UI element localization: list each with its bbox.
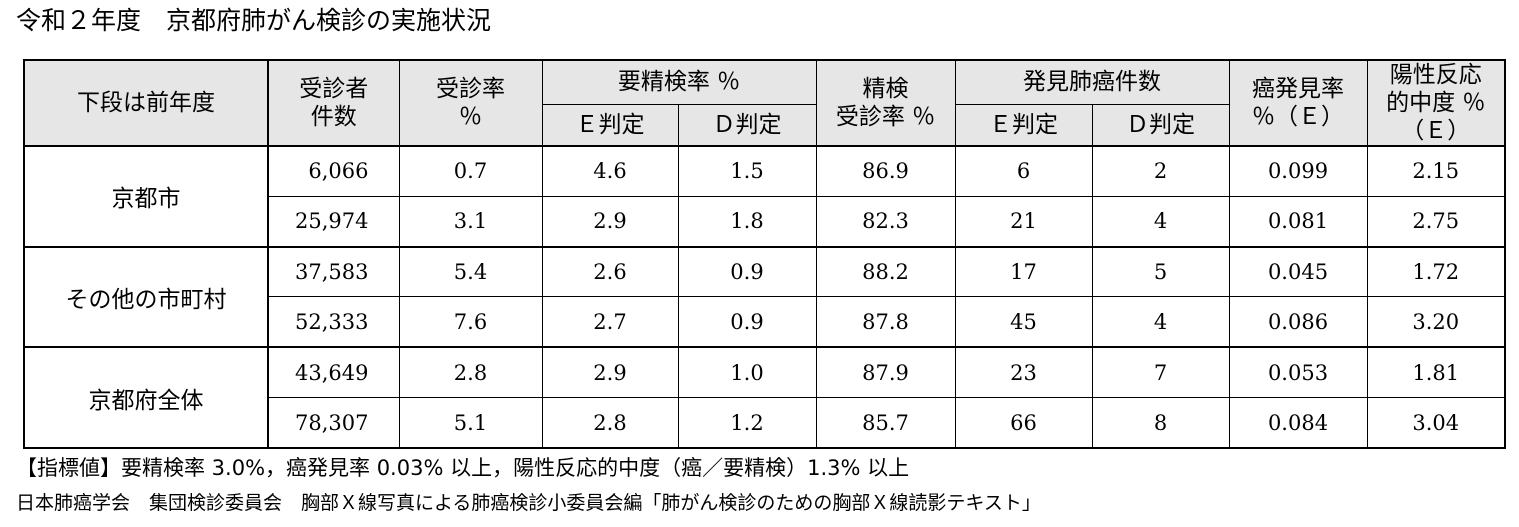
cell-followup-rate: 85.7 <box>815 397 956 449</box>
cell-followup-rate: 86.9 <box>815 145 956 197</box>
cell-detection-rate: 0.099 <box>1228 145 1368 197</box>
header-exam-count: 受診者 件数 <box>267 59 400 147</box>
group-label-kyoto-city: 京都市 <box>23 145 269 248</box>
header-cancer-count: 発見肺癌件数 <box>954 59 1230 105</box>
table-row: 京都市 6,066 0.7 4.6 1.5 86.9 6 2 0.099 2.1… <box>23 145 1506 248</box>
cell-detection-rate: 0.081 <box>1228 195 1368 248</box>
header-recall-e: Ｅ判定 <box>541 103 679 147</box>
corner-label: 下段は前年度 <box>23 59 269 147</box>
cell-detection-rate: 0.045 <box>1228 246 1368 298</box>
header-cancer-d: Ｄ判定 <box>1091 103 1230 147</box>
cell-recall-e: 2.9 <box>541 346 679 399</box>
cell-recall-e: 2.7 <box>541 296 679 349</box>
cell-recall-d: 0.9 <box>677 296 817 349</box>
cell-exam-count: 25,974 <box>267 195 400 248</box>
group-label-other-municipalities: その他の市町村 <box>23 246 269 349</box>
cell-ppv: 3.20 <box>1366 296 1506 349</box>
cell-exam-rate: 2.8 <box>398 346 543 399</box>
cell-exam-rate: 7.6 <box>398 296 543 349</box>
table-row: 78,307 5.1 2.8 1.2 85.7 66 8 0.084 3.04 <box>24 397 1506 449</box>
cell-cancer-e: 6 <box>954 145 1093 197</box>
cell-ppv: 1.81 <box>1366 346 1506 399</box>
cell-recall-e: 4.6 <box>541 145 679 197</box>
header-detection-rate-label: 癌発見率 ％（Ｅ） <box>1252 76 1344 130</box>
cell-detection-rate: 0.053 <box>1228 346 1368 399</box>
cell-recall-e: 2.8 <box>541 397 679 449</box>
cell-cancer-d: 4 <box>1091 296 1230 349</box>
cell-cancer-e: 23 <box>954 346 1093 399</box>
table-row: その他の市町村 37,583 5.4 2.6 0.9 88.2 17 5 0.0… <box>23 246 1506 349</box>
header-cancer-e: Ｅ判定 <box>954 103 1093 147</box>
cell-detection-rate: 0.086 <box>1228 296 1368 349</box>
cell-ppv: 2.15 <box>1366 145 1506 197</box>
cell-ppv: 3.04 <box>1366 397 1506 449</box>
cell-cancer-e: 66 <box>954 397 1093 449</box>
cell-recall-d: 0.9 <box>677 246 817 298</box>
cell-exam-rate: 0.7 <box>398 145 543 197</box>
cell-cancer-d: 8 <box>1091 397 1230 449</box>
indicator-note: 【指標値】要精検率 3.0%，癌発見率 0.03% 以上，陽性反応的中度（癌／要… <box>16 456 910 480</box>
cell-exam-count: 43,649 <box>267 346 400 399</box>
cell-exam-rate: 5.1 <box>398 397 543 449</box>
cell-followup-rate: 87.8 <box>815 296 956 349</box>
cell-followup-rate: 87.9 <box>815 346 956 399</box>
table-row: 京都府全体 43,649 2.8 2.9 1.0 87.9 23 7 0.053… <box>23 346 1506 449</box>
header-followup-rate: 精検 受診率 ％ <box>815 59 956 147</box>
header-recall-d: Ｄ判定 <box>677 103 817 147</box>
header-followup-rate-label: 精検 受診率 ％ <box>835 76 936 130</box>
cell-recall-d: 1.2 <box>677 397 817 449</box>
table-row: 25,974 3.1 2.9 1.8 82.3 21 4 0.081 2.75 <box>24 195 1506 248</box>
cell-detection-rate: 0.084 <box>1228 397 1368 449</box>
cell-ppv: 1.72 <box>1366 246 1506 298</box>
cell-cancer-d: 2 <box>1091 145 1230 197</box>
header-exam-rate-label: 受診率 ％ <box>436 76 505 130</box>
cell-recall-e: 2.9 <box>541 195 679 248</box>
cell-exam-count: 78,307 <box>267 397 400 449</box>
cell-cancer-e: 21 <box>954 195 1093 248</box>
cell-exam-count: 37,583 <box>267 246 400 298</box>
cell-ppv: 2.75 <box>1366 195 1506 248</box>
source-note: 日本肺癌学会 集団検診委員会 胸部Ｘ線写真による肺癌検診小委員会編「肺がん検診の… <box>16 492 1041 514</box>
cell-recall-d: 1.0 <box>677 346 817 399</box>
cell-cancer-e: 45 <box>954 296 1093 349</box>
cell-followup-rate: 88.2 <box>815 246 956 298</box>
cell-exam-count: 6,066 <box>267 145 400 197</box>
header-exam-count-label: 受診者 件数 <box>299 76 369 130</box>
cell-recall-d: 1.5 <box>677 145 817 197</box>
header-detection-rate: 癌発見率 ％（Ｅ） <box>1228 59 1368 147</box>
cell-cancer-d: 5 <box>1091 246 1230 298</box>
header-exam-rate: 受診率 ％ <box>398 59 543 147</box>
cell-followup-rate: 82.3 <box>815 195 956 248</box>
cell-exam-rate: 5.4 <box>398 246 543 298</box>
cell-cancer-d: 7 <box>1091 346 1230 399</box>
cell-exam-rate: 3.1 <box>398 195 543 248</box>
header-ppv-label: 陽性反応 的中度 ％ （Ｅ） <box>1386 62 1486 144</box>
cell-exam-count: 52,333 <box>267 296 400 349</box>
group-label-kyoto-prefecture: 京都府全体 <box>23 346 269 449</box>
cell-recall-d: 1.8 <box>677 195 817 248</box>
cell-cancer-e: 17 <box>954 246 1093 298</box>
page-title: 令和２年度 京都府肺がん検診の実施状況 <box>16 6 492 35</box>
table-row: 52,333 7.6 2.7 0.9 87.8 45 4 0.086 3.20 <box>24 296 1506 349</box>
screening-table: 下段は前年度 受診者 件数 受診率 ％ 要精検率 ％ 精検 受診率 ％ 発見肺癌… <box>23 59 1506 449</box>
cell-cancer-d: 4 <box>1091 195 1230 248</box>
header-ppv: 陽性反応 的中度 ％ （Ｅ） <box>1366 59 1506 147</box>
cell-recall-e: 2.6 <box>541 246 679 298</box>
header-recall-rate: 要精検率 ％ <box>541 59 817 105</box>
